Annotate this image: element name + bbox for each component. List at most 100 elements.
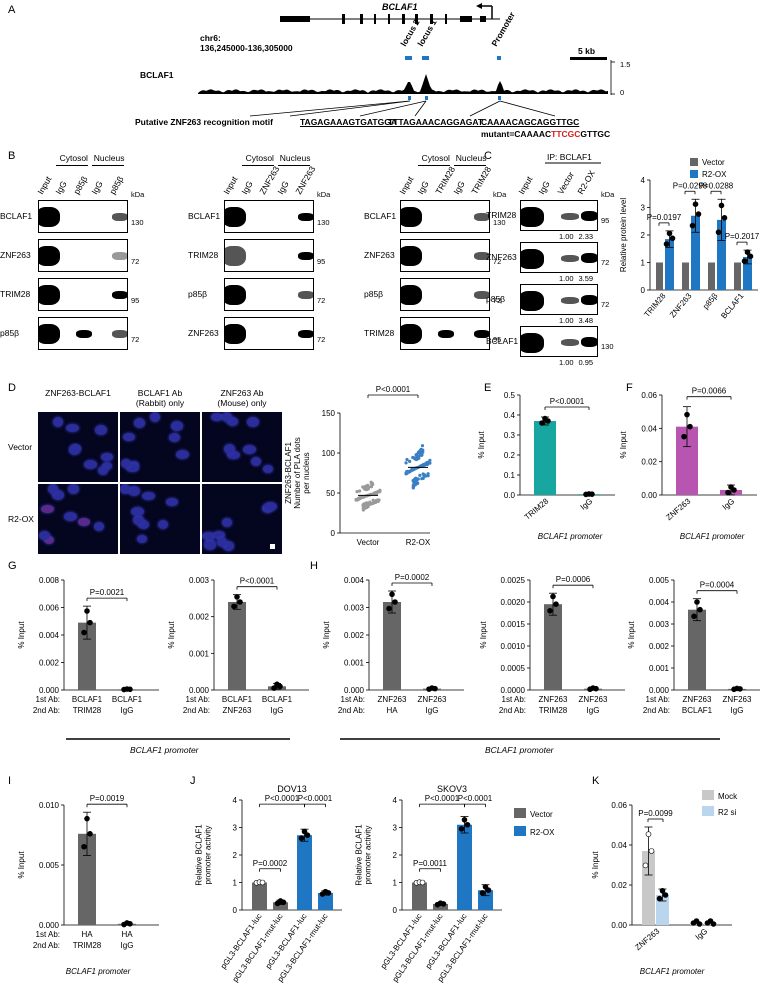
nucleus bbox=[204, 540, 216, 550]
y-axis-label: % Input bbox=[627, 621, 636, 649]
blot-band bbox=[521, 249, 544, 269]
scale-bar bbox=[270, 544, 275, 549]
data-point bbox=[695, 211, 702, 217]
y-tick-label: 0.008 bbox=[39, 576, 60, 585]
data-point bbox=[737, 686, 743, 692]
y-tick-label: 0.0020 bbox=[501, 598, 526, 607]
bar bbox=[433, 903, 448, 910]
y-tick-label: 0.00 bbox=[611, 921, 627, 930]
y-tick-label: 0.001 bbox=[189, 649, 210, 658]
p-value-label: P<0.0001 bbox=[458, 794, 493, 803]
chart-g1-reChIP: 0.000 0.002 0.004 0.006 0.008 % Input BCLAF1 TR… bbox=[17, 576, 159, 715]
mw-label: 72 bbox=[317, 335, 326, 344]
image-column-label: ZNF263-BCLAF1 bbox=[45, 388, 111, 398]
first-ab-label: ZNF263 bbox=[378, 695, 407, 704]
data-point bbox=[423, 462, 427, 466]
y-axis-label: % Input bbox=[591, 851, 600, 879]
microscopy-image bbox=[202, 412, 282, 482]
data-point bbox=[365, 487, 369, 492]
pla-signal-nucleus bbox=[78, 518, 90, 526]
p-value-label: P=0.0099 bbox=[638, 809, 673, 818]
blot-band bbox=[401, 285, 422, 305]
nucleus bbox=[211, 413, 223, 421]
bar bbox=[273, 902, 288, 910]
y-tick-label: 0.000 bbox=[39, 686, 60, 695]
y-tick-label: 0.02 bbox=[611, 881, 627, 890]
legend-swatch bbox=[702, 806, 714, 816]
nucleus bbox=[48, 484, 58, 494]
bar bbox=[656, 895, 669, 925]
track-label: BCLAF1 bbox=[140, 70, 174, 80]
y-axis-label: promoter activity bbox=[364, 826, 373, 885]
y-tick-label: 0.0000 bbox=[501, 686, 526, 695]
blot-strip bbox=[38, 200, 128, 233]
motif-label: Putative ZNF263 recognition motif bbox=[135, 117, 273, 127]
blot-band bbox=[39, 207, 60, 227]
data-point bbox=[589, 491, 595, 497]
nucleus bbox=[39, 531, 50, 540]
blot-band bbox=[298, 213, 313, 221]
data-point bbox=[81, 629, 87, 636]
lane-label: ZNF263 bbox=[293, 164, 318, 196]
p-value-label: P<0.0001 bbox=[240, 577, 275, 586]
nucleus-header: Nucleus bbox=[455, 153, 487, 163]
data-point bbox=[234, 594, 240, 600]
blot-band bbox=[298, 252, 313, 260]
bar bbox=[691, 215, 700, 290]
mw-label: 95 bbox=[601, 216, 610, 225]
p-value-label: P<0.0001 bbox=[550, 397, 585, 406]
blot-band bbox=[298, 330, 313, 338]
x-tick-label: IgG bbox=[721, 497, 737, 512]
x-tick-label: IgG bbox=[694, 927, 710, 942]
cytosol-header: Cytosol bbox=[245, 153, 274, 163]
blot-strip bbox=[400, 239, 490, 272]
nucleus bbox=[176, 450, 189, 459]
y-axis-label: per nucleus bbox=[302, 452, 311, 493]
second-ab-label: IgG bbox=[587, 706, 600, 715]
cytosol-header: Cytosol bbox=[59, 153, 88, 163]
row-label: TRIM28 bbox=[0, 289, 31, 299]
nucleus bbox=[150, 412, 160, 422]
mw-label: 72 bbox=[131, 335, 140, 344]
lane-label: Input bbox=[516, 174, 535, 196]
x-tick-label: BCLAF1 bbox=[719, 291, 746, 320]
y-tick-label: 2 bbox=[641, 231, 646, 240]
microscopy-image bbox=[120, 412, 200, 482]
first-ab-header: 1st Ab: bbox=[646, 695, 670, 704]
promoter-label: BCLAF1 promoter bbox=[538, 532, 603, 541]
data-point bbox=[325, 890, 332, 896]
panel-label-g: G bbox=[8, 560, 17, 572]
y-tick-label: 0.06 bbox=[611, 801, 627, 810]
row-label: ZNF263 bbox=[188, 328, 219, 338]
y-tick-label: 0.06 bbox=[641, 391, 657, 400]
bar bbox=[690, 923, 703, 925]
first-ab-label: BCLAF1 bbox=[72, 695, 103, 704]
data-point bbox=[418, 473, 422, 477]
data-point bbox=[662, 892, 669, 898]
y-tick-label: 0.1 bbox=[504, 471, 516, 480]
y-tick-label: 0.000 bbox=[189, 686, 210, 695]
data-point bbox=[127, 921, 133, 927]
data-point bbox=[461, 816, 468, 823]
data-point bbox=[415, 457, 419, 461]
y-tick-label: 3 bbox=[393, 824, 398, 833]
data-point bbox=[392, 599, 398, 605]
y-tick-label: 0.04 bbox=[641, 424, 657, 433]
lane-label: IgG bbox=[451, 179, 467, 196]
mw-label: 72 bbox=[317, 296, 326, 305]
data-point bbox=[298, 835, 305, 842]
kda-label: kDa bbox=[317, 190, 331, 199]
lane-label: Vector bbox=[555, 170, 577, 196]
lane-label: R2-OX bbox=[574, 168, 597, 196]
lane-label: TRIM28 bbox=[469, 164, 494, 196]
first-ab-label: BCLAF1 bbox=[222, 695, 253, 704]
nucleus bbox=[126, 464, 139, 472]
first-ab-label: ZNF263 bbox=[723, 695, 752, 704]
bar bbox=[704, 923, 717, 925]
y-axis-label: % Input bbox=[17, 621, 26, 649]
image-row-label: Vector bbox=[8, 442, 33, 452]
lane-label: Input bbox=[397, 174, 416, 196]
chart-i-reChIP: 0.000 0.005 0.010 % Input HA TRIM28 HA IgG 1st A… bbox=[17, 794, 159, 976]
nucleus bbox=[69, 445, 80, 455]
row-label: BCLAF1 bbox=[486, 336, 519, 346]
